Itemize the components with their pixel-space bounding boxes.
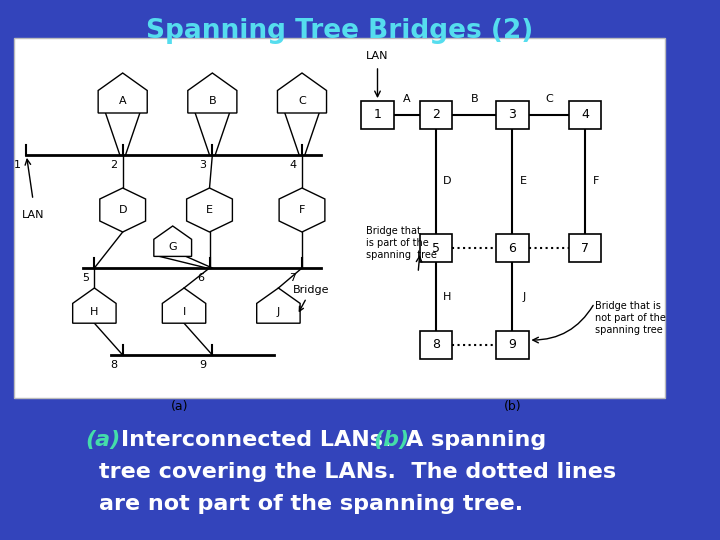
- Text: (b): (b): [373, 430, 409, 450]
- Text: C: C: [298, 96, 306, 105]
- Text: E: E: [206, 205, 213, 215]
- Text: A: A: [119, 96, 127, 105]
- Text: 8: 8: [110, 360, 117, 370]
- Text: 5: 5: [432, 241, 440, 254]
- Text: J: J: [276, 307, 280, 317]
- FancyBboxPatch shape: [361, 101, 394, 129]
- Text: H: H: [90, 307, 99, 317]
- Text: Interconnected LANs.: Interconnected LANs.: [121, 430, 391, 450]
- FancyBboxPatch shape: [569, 234, 601, 262]
- Text: C: C: [545, 94, 553, 104]
- Text: D: D: [118, 205, 127, 215]
- Text: 8: 8: [432, 339, 440, 352]
- Text: 6: 6: [197, 273, 204, 283]
- Text: F: F: [299, 205, 305, 215]
- Text: 7: 7: [289, 273, 297, 283]
- Text: tree covering the LANs.  The dotted lines: tree covering the LANs. The dotted lines: [99, 462, 616, 482]
- Polygon shape: [100, 188, 145, 232]
- Text: 3: 3: [199, 160, 207, 170]
- FancyBboxPatch shape: [14, 38, 665, 398]
- Text: Bridge that is
not part of the
spanning tree: Bridge that is not part of the spanning …: [595, 301, 665, 335]
- Polygon shape: [279, 188, 325, 232]
- Text: 4: 4: [289, 160, 297, 170]
- Text: 3: 3: [508, 109, 516, 122]
- Text: 9: 9: [508, 339, 516, 352]
- Text: 9: 9: [199, 360, 207, 370]
- Text: A spanning: A spanning: [406, 430, 546, 450]
- Text: (a): (a): [171, 400, 188, 413]
- Text: (a): (a): [85, 430, 120, 450]
- Text: 5: 5: [81, 273, 89, 283]
- Text: 1: 1: [374, 109, 382, 122]
- Text: A: A: [403, 94, 410, 104]
- Text: LAN: LAN: [366, 51, 389, 61]
- Text: are not part of the spanning tree.: are not part of the spanning tree.: [99, 494, 523, 514]
- FancyBboxPatch shape: [420, 331, 452, 359]
- Text: Bridge that
is part of the
spanning  tree: Bridge that is part of the spanning tree: [366, 226, 437, 260]
- Text: G: G: [168, 242, 177, 252]
- Text: 1: 1: [14, 160, 21, 170]
- Text: Spanning Tree Bridges (2): Spanning Tree Bridges (2): [146, 18, 534, 44]
- Text: 2: 2: [110, 160, 117, 170]
- Text: B: B: [470, 94, 478, 104]
- FancyBboxPatch shape: [420, 234, 452, 262]
- Polygon shape: [98, 73, 147, 113]
- FancyBboxPatch shape: [420, 101, 452, 129]
- Polygon shape: [73, 288, 116, 323]
- Text: (b): (b): [504, 400, 521, 413]
- FancyBboxPatch shape: [496, 101, 528, 129]
- FancyBboxPatch shape: [496, 234, 528, 262]
- Text: D: D: [443, 177, 451, 186]
- Polygon shape: [277, 73, 327, 113]
- Text: Bridge: Bridge: [292, 285, 329, 311]
- Text: F: F: [593, 177, 600, 186]
- Text: B: B: [209, 96, 216, 105]
- Polygon shape: [162, 288, 206, 323]
- FancyBboxPatch shape: [496, 331, 528, 359]
- Text: 7: 7: [581, 241, 589, 254]
- Text: I: I: [182, 307, 186, 317]
- Polygon shape: [188, 73, 237, 113]
- Polygon shape: [257, 288, 300, 323]
- Text: 2: 2: [432, 109, 440, 122]
- Text: E: E: [521, 177, 527, 186]
- Text: LAN: LAN: [22, 210, 44, 220]
- Polygon shape: [186, 188, 233, 232]
- Polygon shape: [154, 226, 192, 256]
- Text: 6: 6: [508, 241, 516, 254]
- Text: 4: 4: [581, 109, 589, 122]
- Text: J: J: [522, 292, 526, 301]
- Text: H: H: [443, 292, 451, 301]
- FancyBboxPatch shape: [569, 101, 601, 129]
